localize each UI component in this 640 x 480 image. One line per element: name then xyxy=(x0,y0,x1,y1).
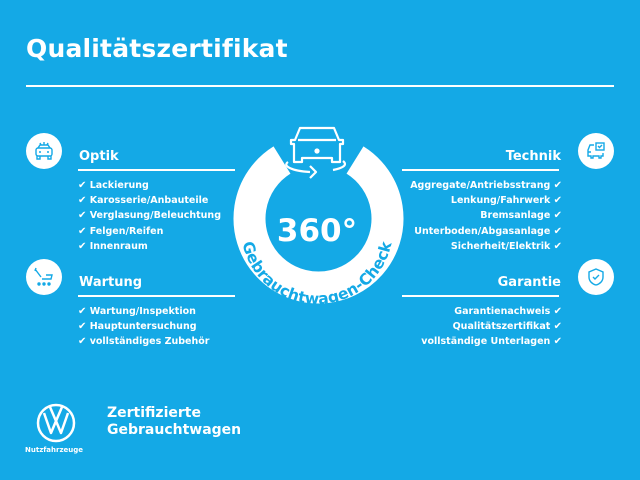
garantie-title: Garantie xyxy=(497,275,561,290)
list-item: Bremsanlage ✔ xyxy=(480,210,562,222)
wartung-title: Wartung xyxy=(79,275,143,290)
shield-check-icon xyxy=(578,259,614,295)
list-item: Qualitätszertifikat ✔ xyxy=(452,321,562,333)
page-title: Qualitätszertifikat xyxy=(26,34,288,63)
optik-title: Optik xyxy=(79,149,119,164)
list-item: Unterboden/Abgasanlage ✔ xyxy=(414,225,562,237)
list-item: Sicherheit/Elektrik ✔ xyxy=(450,240,562,252)
degrees-label: 360° xyxy=(277,213,357,249)
list-item: Aggregate/Antriebsstrang ✔ xyxy=(410,180,562,191)
footer-line-1: Zertifizierte xyxy=(107,405,201,421)
list-item: ✔ vollständiges Zubehör xyxy=(78,336,210,348)
footer-line-2: Gebrauchtwagen xyxy=(107,422,242,438)
list-item: Garantienachweis ✔ xyxy=(454,306,562,317)
list-item: ✔ Lackierung xyxy=(78,180,149,191)
list-item: ✔ Innenraum xyxy=(78,240,148,252)
list-item: ✔ Felgen/Reifen xyxy=(78,225,164,237)
technik-divider xyxy=(402,169,559,171)
list-item: Lenkung/Fahrwerk ✔ xyxy=(450,195,562,207)
wartung-divider xyxy=(78,295,235,297)
list-item: ✔ Wartung/Inspektion xyxy=(78,306,196,317)
car-rotate-icon xyxy=(285,126,347,179)
technik-list: Aggregate/Antriebsstrang ✔ Lenkung/Fahrw… xyxy=(410,178,562,254)
ring-arc xyxy=(233,146,404,304)
garantie-divider xyxy=(402,295,559,297)
van-checklist-icon xyxy=(578,133,614,169)
list-item: ✔ Verglasung/Beleuchtung xyxy=(78,210,221,222)
garantie-list: Garantienachweis ✔ Qualitätszertifikat ✔… xyxy=(421,304,562,350)
check-360-badge: 360° Gebrauchtwagen-Check xyxy=(233,126,404,308)
list-item: vollständige Unterlagen ✔ xyxy=(421,336,562,348)
list-item: ✔ Hauptuntersuchung xyxy=(78,321,197,333)
wrench-van-icon xyxy=(26,259,62,295)
optik-divider xyxy=(78,169,235,171)
footer-tagline: Zertifizierte Gebrauchtwagen xyxy=(107,405,241,439)
vw-logo xyxy=(36,403,76,443)
list-item: ✔ Karosserie/Anbauteile xyxy=(78,195,209,207)
car-lights-icon xyxy=(26,133,62,169)
technik-title: Technik xyxy=(505,149,561,164)
title-divider xyxy=(26,85,614,87)
optik-list: ✔ Lackierung ✔ Karosserie/Anbauteile ✔ V… xyxy=(78,178,221,254)
wartung-list: ✔ Wartung/Inspektion ✔ Hauptuntersuchung… xyxy=(78,304,209,350)
brand-label: Nutzfahrzeuge xyxy=(25,446,84,454)
